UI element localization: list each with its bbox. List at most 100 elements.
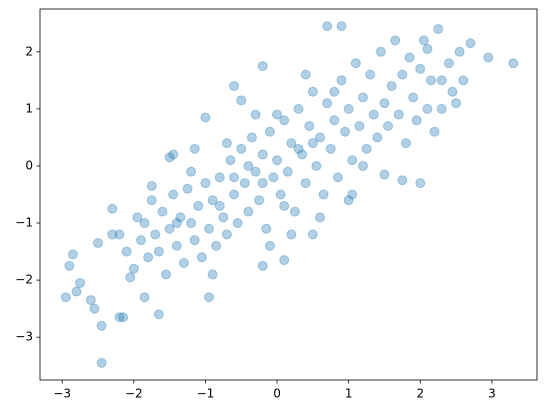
scatter-point (300, 178, 311, 189)
scatter-point (372, 132, 383, 143)
y-tick-label: 0 (25, 158, 33, 172)
scatter-point (214, 172, 225, 183)
scatter-point (418, 35, 429, 46)
scatter-point (178, 257, 189, 268)
scatter-point (400, 138, 411, 149)
scatter-point (236, 143, 247, 154)
scatter-point (221, 138, 232, 149)
x-tick-label: 1 (345, 387, 353, 401)
scatter-point (397, 175, 408, 186)
scatter-point (415, 63, 426, 74)
scatter-point (85, 295, 96, 306)
scatter-point (279, 255, 290, 266)
scatter-point (186, 166, 197, 177)
scatter-point (250, 109, 261, 120)
scatter-point (132, 212, 143, 223)
scatter-point (483, 52, 494, 63)
scatter-point (189, 235, 200, 246)
scatter-point (96, 320, 107, 331)
scatter-point (322, 21, 333, 32)
y-tick-label: 1 (25, 101, 33, 115)
scatter-point (125, 272, 136, 283)
x-tick-label: −1 (197, 387, 215, 401)
scatter-point (257, 260, 268, 271)
scatter-point (383, 121, 394, 132)
scatter-point (264, 240, 275, 251)
scatter-point (329, 86, 340, 97)
scatter-point (135, 235, 146, 246)
scatter-point (279, 200, 290, 211)
x-tick-label: 3 (488, 387, 496, 401)
scatter-point (386, 81, 397, 92)
scatter-point (139, 218, 150, 229)
scatter-point (257, 149, 268, 160)
scatter-point (508, 58, 519, 69)
scatter-point (114, 229, 125, 240)
scatter-point (411, 115, 422, 126)
scatter-point (107, 229, 118, 240)
scatter-point (354, 121, 365, 132)
x-tick-label: 2 (416, 387, 424, 401)
x-tick-label: −3 (53, 387, 71, 401)
axes-frame (39, 8, 538, 381)
scatter-point (257, 178, 268, 189)
scatter-point (121, 246, 132, 257)
scatter-point (325, 143, 336, 154)
scatter-point (67, 249, 78, 260)
scatter-point (329, 115, 340, 126)
scatter-point (332, 172, 343, 183)
scatter-point (318, 189, 329, 200)
scatter-point (307, 229, 318, 240)
scatter-point (272, 155, 283, 166)
scatter-point (454, 46, 465, 57)
scatter-point (357, 92, 368, 103)
scatter-point (139, 292, 150, 303)
scatter-point (436, 75, 447, 86)
scatter-point (71, 286, 82, 297)
scatter-point (357, 160, 368, 171)
scatter-point (171, 240, 182, 251)
scatter-point (200, 178, 211, 189)
scatter-point (282, 166, 293, 177)
scatter-point (390, 35, 401, 46)
scatter-point (211, 240, 222, 251)
scatter-point (311, 160, 322, 171)
scatter-point (264, 126, 275, 137)
scatter-point (397, 69, 408, 80)
scatter-point (426, 75, 437, 86)
scatter-point (64, 260, 75, 271)
x-tick-label: 0 (273, 387, 281, 401)
scatter-point (153, 309, 164, 320)
scatter-point (257, 61, 268, 72)
scatter-point (157, 206, 168, 217)
scatter-point (250, 166, 261, 177)
scatter-point (221, 229, 232, 240)
scatter-point (150, 229, 161, 240)
scatter-point (307, 138, 318, 149)
scatter-point (275, 189, 286, 200)
scatter-point (171, 218, 182, 229)
scatter-point (322, 98, 333, 109)
scatter-point (218, 212, 229, 223)
scatter-point (207, 269, 218, 280)
scatter-point (232, 218, 243, 229)
scatter-point (422, 43, 433, 54)
scatter-point (336, 21, 347, 32)
scatter-point (304, 121, 315, 132)
scatter-point (118, 312, 129, 323)
scatter-point (143, 252, 154, 263)
scatter-point (272, 109, 283, 120)
scatter-point (268, 172, 279, 183)
x-tick-label: −2 (125, 387, 143, 401)
scatter-point (153, 246, 164, 257)
scatter-point (236, 95, 247, 106)
scatter-point (343, 103, 354, 114)
scatter-point (458, 75, 469, 86)
scatter-point (164, 223, 175, 234)
scatter-point (182, 183, 193, 194)
scatter-point (207, 195, 218, 206)
scatter-point (193, 200, 204, 211)
scatter-point (196, 252, 207, 263)
scatter-point (186, 218, 197, 229)
scatter-point (114, 312, 125, 323)
